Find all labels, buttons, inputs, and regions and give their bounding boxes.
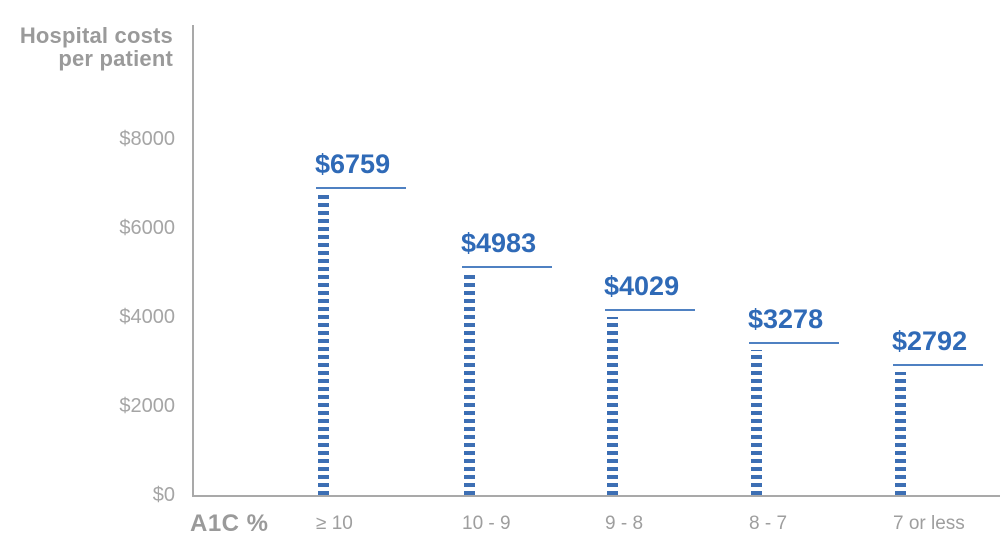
chart-title-line-1: Hospital costs	[19, 23, 173, 48]
bar-top-marker-line	[316, 187, 406, 190]
y-tick-label: $4000	[119, 306, 175, 328]
category-label: 9 - 8	[605, 513, 644, 534]
x-axis-title: A1C %	[190, 510, 269, 537]
bar	[751, 350, 762, 495]
bar	[318, 195, 329, 495]
chart-title-line-2: per patient	[58, 46, 173, 71]
bar-top-marker-line	[749, 342, 839, 345]
chart-title: Hospital costs per patient	[0, 24, 173, 70]
bar-value-label: $2792	[892, 325, 968, 356]
bar-value-label: $4983	[461, 228, 537, 259]
bar	[895, 371, 906, 495]
x-axis-line	[192, 495, 1000, 497]
category-label: 10 - 9	[462, 513, 511, 534]
bar-top-marker-line	[893, 363, 983, 366]
bar-top-marker-line	[462, 266, 552, 269]
bar-value-label: $6759	[315, 149, 391, 180]
y-axis-line	[192, 25, 194, 497]
y-tick-label: $2000	[119, 395, 175, 417]
y-tick-label: $6000	[119, 217, 175, 239]
bar	[464, 274, 475, 495]
bar-value-label: $4029	[604, 270, 680, 301]
bar-value-label: $3278	[748, 304, 824, 335]
category-label: 7 or less	[893, 513, 965, 534]
category-label: ≥ 10	[316, 513, 353, 534]
bar-top-marker-line	[605, 308, 695, 311]
bar	[607, 316, 618, 495]
y-tick-label: $8000	[119, 128, 175, 150]
category-label: 8 - 7	[749, 513, 788, 534]
y-tick-label: $0	[152, 484, 175, 506]
